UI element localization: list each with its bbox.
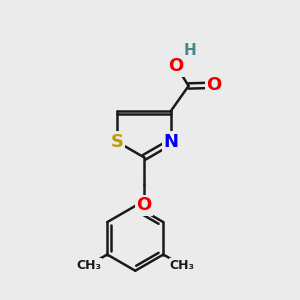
Text: O: O: [206, 76, 222, 94]
Text: O: O: [136, 196, 152, 214]
Text: CH₃: CH₃: [169, 259, 194, 272]
Text: O: O: [168, 57, 184, 75]
Text: N: N: [164, 133, 178, 151]
Text: CH₃: CH₃: [76, 259, 101, 272]
Text: S: S: [111, 133, 124, 151]
Text: H: H: [184, 43, 196, 58]
